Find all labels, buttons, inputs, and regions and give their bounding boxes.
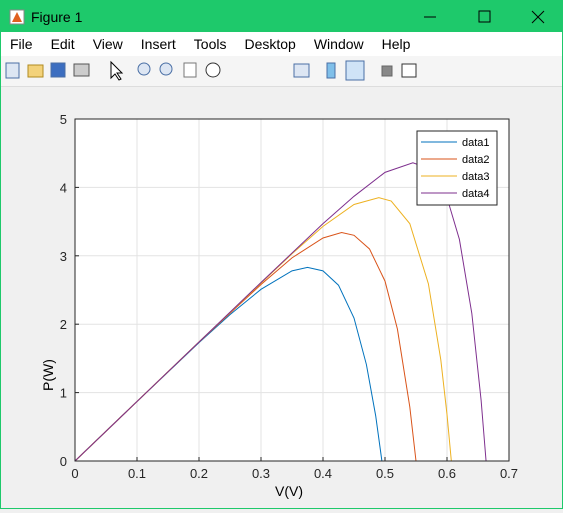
menu-item[interactable]: Edit	[50, 36, 75, 52]
menu-item[interactable]: Window	[313, 36, 364, 52]
menu-item[interactable]: File	[10, 36, 33, 52]
menu-item[interactable]: Tools	[193, 36, 227, 52]
toolbar-icons[interactable]	[1, 56, 563, 86]
y-tick-label: 0	[60, 454, 67, 469]
legend-label: data3	[462, 171, 490, 183]
x-tick-label: 0	[71, 466, 78, 481]
axes-box	[74, 118, 510, 462]
menu-item[interactable]: Desktop	[244, 36, 296, 52]
app-icon	[9, 9, 25, 24]
legend-label: data4	[462, 188, 490, 200]
y-tick-label: 3	[60, 249, 67, 264]
legend-label: data2	[462, 154, 490, 166]
menu-item[interactable]: Insert	[140, 36, 176, 52]
menu-item[interactable]: View	[92, 36, 123, 52]
title-bar: Figure 1	[1, 1, 562, 32]
figure-canvas: V(V) P(W) 0 0.1 0.2 0.3 0.4 0.5 0.6 0.7 0 1 2 3 4 5 da…	[40, 112, 518, 499]
x-tick-label: 0.4	[314, 466, 332, 481]
y-tick-label: 4	[60, 180, 67, 195]
window-title: Figure 1	[31, 8, 83, 25]
toolbar	[1, 56, 562, 87]
legend-label: data1	[462, 137, 490, 149]
y-tick-label: 5	[60, 112, 67, 127]
window-controls[interactable]	[412, 2, 562, 32]
x-tick-label: 0.6	[438, 466, 456, 481]
x-tick-label: 0.1	[128, 466, 146, 481]
y-tick-label: 1	[60, 386, 67, 401]
y-tick-label: 2	[60, 317, 67, 332]
x-tick-label: 0.2	[190, 466, 208, 481]
y-axis-label: P(W)	[40, 359, 56, 391]
data-line	[74, 162, 487, 462]
menu-item[interactable]: Help	[381, 36, 411, 52]
x-axis-label: V(V)	[275, 483, 303, 499]
menu-bar: File Edit View Insert Tools Desktop Window Help	[1, 32, 562, 56]
x-tick-label: 0.3	[252, 466, 270, 481]
x-tick-label: 0.7	[500, 466, 518, 481]
x-tick-label: 0.5	[376, 466, 394, 481]
